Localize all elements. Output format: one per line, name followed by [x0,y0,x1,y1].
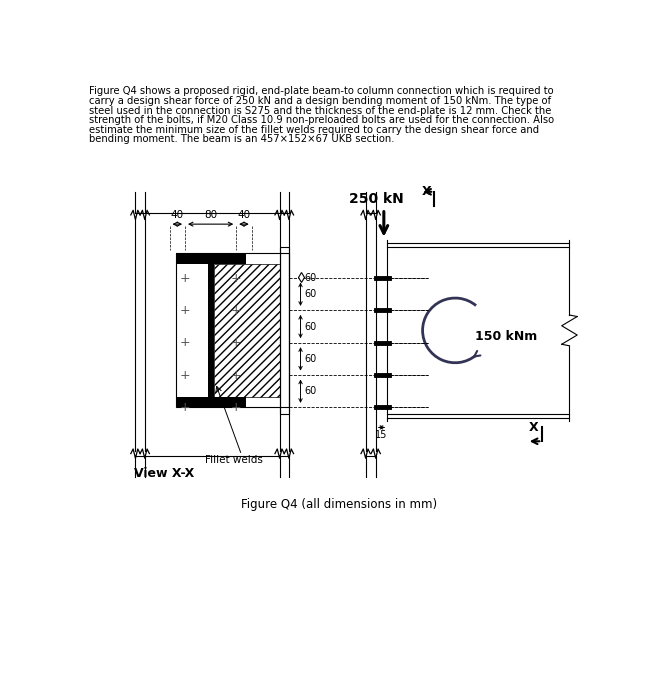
Text: +: + [231,336,242,349]
Text: X: X [528,421,538,433]
Text: 40: 40 [238,209,250,220]
Text: estimate the minimum size of the fillet welds required to carry the design shear: estimate the minimum size of the fillet … [89,125,539,135]
Text: Fillet welds: Fillet welds [205,455,263,465]
Text: carry a design shear force of 250 kN and a design bending moment of 150 kNm. The: carry a design shear force of 250 kN and… [89,96,551,106]
Text: +: + [180,272,191,284]
Bar [279,247,289,414]
Text: 150 kNm: 150 kNm [475,330,537,343]
Text: View X-X: View X-X [134,468,194,480]
Text: 40: 40 [171,209,184,220]
Text: +: + [180,304,191,317]
Text: Figure Q4 (all dimensions in mm): Figure Q4 (all dimensions in mm) [241,498,438,511]
Text: +: + [180,401,191,414]
Text: +: + [231,369,242,382]
Text: 60: 60 [305,273,316,283]
Text: 250 kN: 250 kN [349,193,404,206]
Bar [175,397,246,407]
Text: Figure Q4 shows a proposed rigid, end-plate beam-to column connection which is r: Figure Q4 shows a proposed rigid, end-pl… [89,86,553,97]
Text: 60: 60 [305,289,316,299]
Text: X: X [422,185,431,198]
Text: 15: 15 [375,430,388,440]
Text: 80: 80 [204,209,217,220]
Text: strength of the bolts, if M20 Class 10.9 non-preloaded bolts are used for the co: strength of the bolts, if M20 Class 10.9… [89,116,554,125]
Text: 60: 60 [305,321,316,332]
Bar [175,253,289,407]
Bar [175,253,246,264]
Text: +: + [231,272,242,284]
Text: +: + [180,369,191,382]
Text: 60: 60 [305,354,316,364]
Bar [207,264,214,397]
Text: 60: 60 [305,386,316,396]
Text: bending moment. The beam is an 457×152×67 UKB section.: bending moment. The beam is an 457×152×6… [89,134,395,144]
Text: steel used in the connection is S275 and the thickness of the end-plate is 12 mm: steel used in the connection is S275 and… [89,106,551,116]
Text: +: + [231,304,242,317]
Bar [214,264,279,397]
Text: +: + [231,401,242,414]
Text: +: + [180,336,191,349]
